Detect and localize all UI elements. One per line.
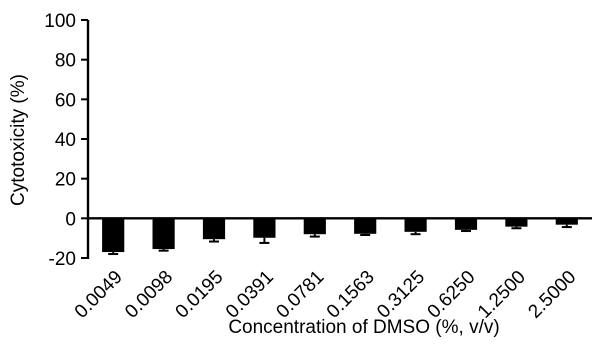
x-axis-label: Concentration of DMSO (%, v/v) xyxy=(228,317,499,338)
bar xyxy=(102,218,125,253)
x-tick-label: 0.0049 xyxy=(71,267,127,323)
x-tick-label: 0.0195 xyxy=(172,267,228,323)
bar xyxy=(253,218,276,238)
y-axis-label: Cytotoxicity (%) xyxy=(8,74,29,206)
x-tick-label: 0.1563 xyxy=(323,267,379,323)
x-tick-label: 0.0781 xyxy=(272,267,328,323)
y-tick-label: 60 xyxy=(55,90,76,111)
bar xyxy=(152,218,175,250)
bar xyxy=(354,218,377,234)
x-tick-label: 0.0391 xyxy=(222,267,278,323)
y-tick-label: 0 xyxy=(65,209,76,230)
x-tick-label: 0.6250 xyxy=(424,267,480,323)
y-tick-label: 20 xyxy=(55,170,76,191)
bar xyxy=(404,218,427,232)
axes-layer: -200204060801000.00490.00980.01950.03910… xyxy=(44,11,592,323)
x-tick-label: 1.2500 xyxy=(474,267,530,323)
y-tick-label: 100 xyxy=(44,11,76,32)
bar xyxy=(454,218,478,230)
bar xyxy=(505,218,528,227)
y-tick-label: 80 xyxy=(55,51,76,72)
bar xyxy=(202,218,226,240)
y-tick-label: -20 xyxy=(49,249,76,270)
x-tick-label: 2.5000 xyxy=(524,267,580,323)
x-tick-label: 0.3125 xyxy=(373,267,429,323)
bar xyxy=(303,218,326,235)
bars-layer xyxy=(102,218,578,256)
x-tick-label: 0.0098 xyxy=(121,267,177,323)
y-tick-label: 40 xyxy=(55,130,76,151)
bar xyxy=(555,218,578,225)
